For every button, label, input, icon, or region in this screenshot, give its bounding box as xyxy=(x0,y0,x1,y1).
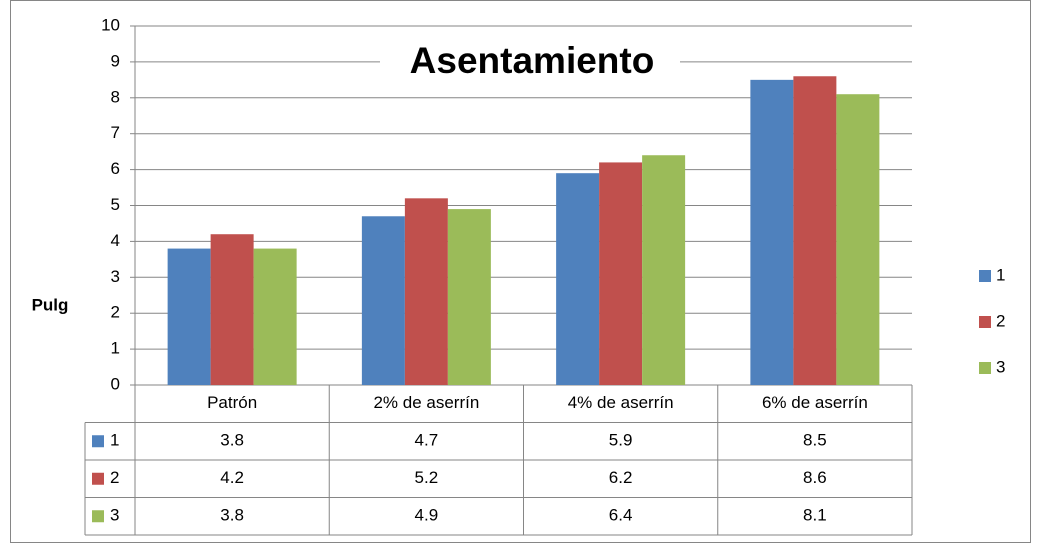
y-tick-label: 4 xyxy=(111,231,120,250)
table-series-name: 2 xyxy=(110,468,119,487)
table-value: 4.2 xyxy=(220,468,244,487)
legend-label: 1 xyxy=(996,265,1005,284)
bar xyxy=(599,162,643,385)
y-tick-label: 3 xyxy=(111,267,120,286)
table-series-name: 1 xyxy=(110,431,119,450)
x-tick-label: Patrón xyxy=(207,393,257,412)
bar xyxy=(836,94,880,386)
y-tick-label: 2 xyxy=(111,303,120,322)
legend-label: 2 xyxy=(996,311,1005,330)
table-value: 8.1 xyxy=(803,506,827,525)
x-tick-label: 4% de aserrín xyxy=(568,393,674,412)
legend-key xyxy=(979,270,991,282)
annotations: 0 1 2 3 4 5 6 7 8 9 10 Patrón 2% de aserrín 4% de ase… xyxy=(92,15,1005,525)
table-series-name: 3 xyxy=(110,506,119,525)
chart-title: Asentamiento xyxy=(410,40,655,81)
legend-label: 3 xyxy=(996,357,1005,376)
y-tick-label: 9 xyxy=(111,51,120,70)
y-tick-label: 5 xyxy=(111,195,120,214)
legend-key xyxy=(979,362,991,374)
bar xyxy=(361,216,405,385)
y-tick-label: 7 xyxy=(111,123,120,142)
table-value: 8.5 xyxy=(803,431,827,450)
bar xyxy=(750,79,794,385)
legend-key xyxy=(979,316,991,328)
table-legend-key xyxy=(92,510,104,523)
title-background xyxy=(380,42,680,84)
bar xyxy=(556,173,600,385)
table-value: 4.7 xyxy=(415,431,439,450)
bar xyxy=(642,155,686,385)
table-legend-key xyxy=(92,435,104,448)
table-value: 6.4 xyxy=(609,506,633,525)
bar xyxy=(253,248,297,385)
x-tick-label: 2% de aserrín xyxy=(373,393,479,412)
table-value: 5.9 xyxy=(609,431,633,450)
table-value: 5.2 xyxy=(415,468,439,487)
bars xyxy=(167,76,880,386)
x-tick-label: 6% de aserrín xyxy=(762,393,868,412)
bar xyxy=(210,234,254,385)
table-value: 4.9 xyxy=(415,506,439,525)
table-value: 3.8 xyxy=(220,431,244,450)
bar xyxy=(447,209,491,385)
y-tick-label: 0 xyxy=(111,374,120,393)
table-value: 3.8 xyxy=(220,506,244,525)
y-tick-label: 8 xyxy=(111,87,120,106)
bar xyxy=(793,76,837,385)
y-tick-label: 1 xyxy=(111,339,120,358)
bar xyxy=(167,248,211,385)
y-tick-label: 10 xyxy=(101,15,120,34)
y-tick-label: 6 xyxy=(111,159,120,178)
bar xyxy=(404,198,448,385)
table-value: 8.6 xyxy=(803,468,827,487)
y-axis-label: Pulg xyxy=(32,295,69,314)
table-legend-key xyxy=(92,472,104,485)
table-value: 6.2 xyxy=(609,468,633,487)
